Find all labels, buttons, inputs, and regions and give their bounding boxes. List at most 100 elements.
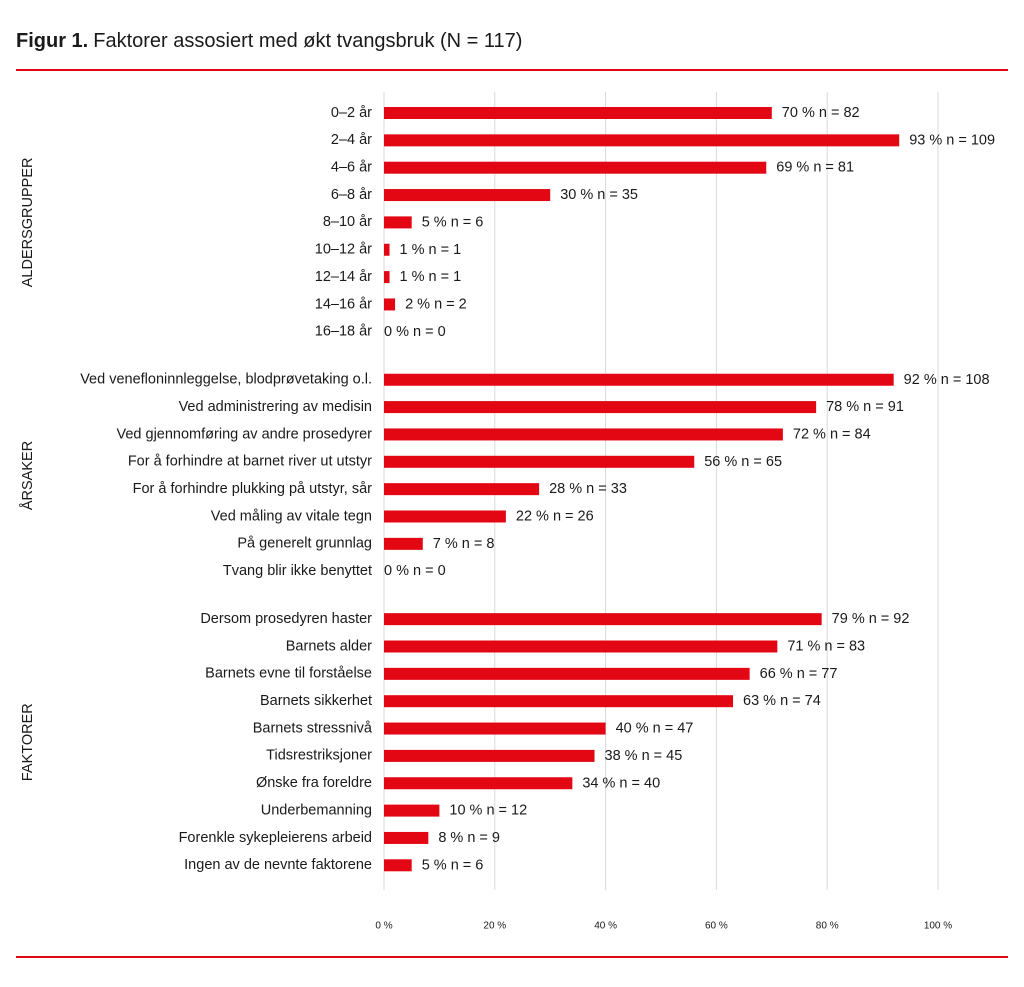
bar <box>384 428 783 441</box>
y-tick-label: Forenkle sykepleierens arbeid <box>179 830 372 846</box>
y-tick-label: Ved venefloninnleggelse, blodprøvetaking… <box>80 372 372 388</box>
value-label: 5 % <box>422 857 447 873</box>
value-label: 0 % <box>384 563 409 579</box>
value-label: 63 % <box>743 693 776 709</box>
bar <box>384 804 440 817</box>
group-label: FAKTORER <box>20 703 36 781</box>
bar <box>384 161 767 174</box>
x-tick-label: 20 % <box>483 921 506 932</box>
bar <box>384 298 396 311</box>
y-tick-label: 12–14 år <box>315 269 372 285</box>
value-label: 69 % <box>776 160 809 176</box>
y-tick-label: For å forhindre at barnet river ut utsty… <box>128 454 372 470</box>
data-label: 38 % n = 45 <box>605 748 683 764</box>
bar <box>384 537 423 550</box>
data-label: 22 % n = 26 <box>516 508 594 524</box>
title-prefix: Figur 1. <box>16 30 88 52</box>
n-label: n = 82 <box>819 105 860 121</box>
data-label: 63 % n = 74 <box>743 693 821 709</box>
n-label: n = 65 <box>741 454 782 470</box>
n-label: n = 47 <box>653 720 694 736</box>
value-label: 34 % <box>582 775 615 791</box>
y-tick-label: Ingen av de nevnte faktorene <box>184 857 372 873</box>
value-label: 71 % <box>787 638 820 654</box>
n-label: n = 26 <box>553 508 594 524</box>
value-label: 79 % <box>832 611 865 627</box>
y-tick-label: Barnets sikkerhet <box>260 693 372 709</box>
data-label: 72 % n = 84 <box>793 426 871 442</box>
value-label: 38 % <box>605 748 638 764</box>
value-label: 8 % <box>438 830 463 846</box>
data-label: 1 % n = 1 <box>400 269 462 285</box>
n-label: n = 109 <box>946 132 995 148</box>
data-label: 30 % n = 35 <box>560 187 638 203</box>
bar <box>384 189 551 202</box>
n-label: n = 91 <box>863 399 904 415</box>
n-label: n = 81 <box>813 160 854 176</box>
n-label: n = 77 <box>797 666 838 682</box>
value-label: 30 % <box>560 187 593 203</box>
value-label: 70 % <box>782 105 815 121</box>
data-label: 71 % n = 83 <box>787 638 865 654</box>
bar <box>384 373 894 386</box>
value-label: 93 % <box>909 132 942 148</box>
n-label: n = 0 <box>413 563 446 579</box>
n-label: n = 6 <box>451 857 484 873</box>
bar <box>384 483 540 496</box>
data-label: 70 % n = 82 <box>782 105 860 121</box>
bar <box>384 271 390 284</box>
n-label: n = 74 <box>780 693 821 709</box>
value-label: 78 % <box>826 399 859 415</box>
bar <box>384 831 429 844</box>
data-label: 5 % n = 6 <box>422 857 484 873</box>
n-label: n = 0 <box>413 324 446 340</box>
value-label: 10 % <box>449 802 482 818</box>
y-tick-label: På generelt grunnlag <box>237 536 372 552</box>
bar <box>384 107 772 119</box>
data-label: 7 % n = 8 <box>433 536 495 552</box>
data-label: 79 % n = 92 <box>832 611 910 627</box>
bar <box>384 859 412 872</box>
group-label: ÅRSAKER <box>19 441 36 510</box>
x-tick-label: 40 % <box>594 921 617 932</box>
n-label: n = 83 <box>824 638 865 654</box>
chart-title: Figur 1. Faktorer assosiert med økt tvang… <box>16 30 522 52</box>
n-label: n = 12 <box>486 802 527 818</box>
bar <box>384 722 606 735</box>
bar <box>384 613 822 626</box>
n-label: n = 108 <box>941 372 990 388</box>
x-tick-label: 0 % <box>375 921 392 932</box>
n-label: n = 45 <box>642 748 683 764</box>
y-tick-label: 14–16 år <box>315 296 372 312</box>
y-tick-label: 8–10 år <box>323 214 372 230</box>
value-label: 7 % <box>433 536 458 552</box>
y-tick-label: 2–4 år <box>331 132 372 148</box>
x-tick-label: 100 % <box>924 921 952 932</box>
y-tick-label: Barnets stressnivå <box>253 720 373 736</box>
n-label: n = 8 <box>462 536 495 552</box>
data-label: 0 % n = 0 <box>384 563 446 579</box>
y-tick-label: Dersom prosedyren haster <box>200 611 372 627</box>
value-label: 1 % <box>400 269 425 285</box>
y-tick-label: Tvang blir ikke benyttet <box>223 563 372 579</box>
value-label: 1 % <box>400 242 425 258</box>
y-tick-label: 16–18 år <box>315 324 372 340</box>
bar <box>384 777 573 790</box>
data-label: 78 % n = 91 <box>826 399 904 415</box>
bar <box>384 510 506 523</box>
n-label: n = 6 <box>451 214 484 230</box>
data-label: 93 % n = 109 <box>909 132 995 148</box>
title-text: Faktorer assosiert med økt tvangsbruk (N… <box>93 30 522 52</box>
x-tick-label: 80 % <box>816 921 839 932</box>
value-label: 72 % <box>793 426 826 442</box>
y-tick-label: Barnets alder <box>286 638 372 654</box>
n-label: n = 1 <box>429 242 462 258</box>
n-label: n = 33 <box>586 481 627 497</box>
y-tick-label: Ønske fra foreldre <box>256 775 372 791</box>
data-label: 1 % n = 1 <box>400 242 462 258</box>
group-label: ALDERSGRUPPER <box>20 158 36 288</box>
value-label: 0 % <box>384 324 409 340</box>
bar <box>384 401 817 414</box>
bar <box>384 455 695 468</box>
y-tick-label: Underbemanning <box>261 802 372 818</box>
